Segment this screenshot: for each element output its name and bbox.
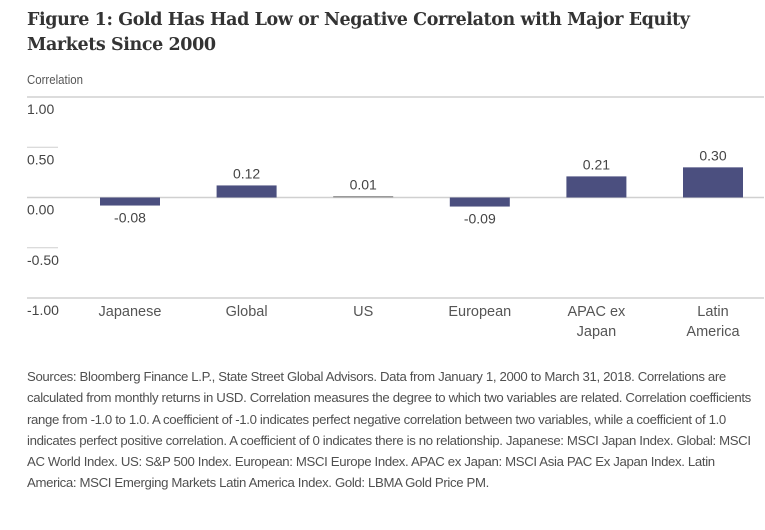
category-label: Japanese bbox=[99, 304, 162, 320]
bar bbox=[333, 196, 394, 198]
y-axis-label: Correlation bbox=[27, 72, 83, 87]
bars bbox=[100, 167, 743, 207]
category-label: Japan bbox=[577, 324, 617, 340]
category-label: Global bbox=[226, 304, 268, 320]
category-label: APAC ex bbox=[568, 304, 627, 320]
bar bbox=[216, 185, 277, 198]
bar bbox=[100, 197, 160, 206]
y-tick-labels: 1.00 0.50 0.00 -0.50 -1.00 bbox=[27, 101, 59, 318]
y-tick-label: 0.50 bbox=[27, 151, 54, 167]
value-label: -0.09 bbox=[464, 211, 496, 227]
bar-chart: 1.000.500.00-0.50-1.00 -0.080.120.01-0.0… bbox=[27, 96, 764, 340]
category-label: US bbox=[353, 304, 373, 320]
value-label: 0.21 bbox=[583, 156, 610, 172]
bar bbox=[449, 197, 510, 207]
value-labels: -0.08 0.12 0.01 -0.09 0.21 0.30 bbox=[114, 147, 727, 226]
chart-title: Figure 1: Gold Has Had Low or Negative C… bbox=[27, 10, 690, 55]
value-label: 0.12 bbox=[233, 165, 260, 181]
bar bbox=[683, 167, 743, 198]
y-tick-label: 1.00 bbox=[27, 101, 54, 117]
y-tick-label: -0.50 bbox=[27, 252, 59, 268]
value-label: 0.30 bbox=[699, 147, 726, 163]
value-label: 0.01 bbox=[350, 176, 377, 192]
category-label: Latin bbox=[697, 304, 728, 320]
category-label: America bbox=[686, 324, 740, 340]
value-label: -0.08 bbox=[114, 210, 146, 226]
category-labels: Japanese Global US European APAC ex Japan Lati… bbox=[99, 304, 741, 340]
bar bbox=[566, 176, 627, 198]
category-label: European bbox=[448, 304, 511, 320]
source-notes: Sources: Bloomberg Finance L.P., State S… bbox=[27, 369, 751, 491]
y-tick-label: -1.00 bbox=[27, 302, 59, 318]
y-tick-label: 0.00 bbox=[27, 202, 54, 218]
